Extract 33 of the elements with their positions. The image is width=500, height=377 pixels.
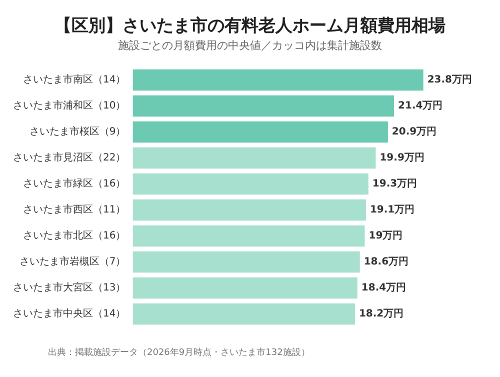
bar [132,121,388,143]
chart-title: 【区別】さいたま市の有料老人ホーム月額費用相場 [54,15,446,37]
y-tick-label: さいたま市南区（14） [22,74,126,86]
data-label: 19.3万円 [372,178,418,190]
chart-subtitle: 施設ごとの月額費用の中央値／カッコ内は集計施設数 [117,38,383,53]
data-label: 23.8万円 [427,74,472,86]
data-label: 19.1万円 [370,204,415,216]
data-label: 18.2万円 [358,308,404,320]
y-tick-label: さいたま市桜区（9） [29,126,126,138]
y-tick-label: さいたま市見沼区（22） [12,152,126,164]
bar [132,173,368,195]
data-label: 18.6万円 [364,256,409,268]
bar [132,147,376,169]
data-label: 18.4万円 [361,282,406,294]
bar [132,225,365,247]
bar [132,251,360,273]
y-tick-label: さいたま市中央区（14） [12,308,126,320]
data-label: 20.9万円 [392,126,437,138]
source-note: 出典：掲載施設データ（2026年9月時点・さいたま市132施設） [48,346,310,359]
y-tick-label: さいたま市浦和区（10） [12,100,126,112]
y-tick-label: さいたま市北区（16） [22,230,126,242]
bar [132,69,424,91]
data-label: 19万円 [368,230,403,242]
y-tick-label: さいたま市大宮区（13） [12,282,126,294]
bar [132,277,358,299]
bar [132,303,355,325]
y-tick-label: さいたま市岩槻区（7） [19,256,126,268]
y-tick-label: さいたま市西区（11） [22,204,126,216]
bar [132,199,366,221]
y-tick-label: さいたま市緑区（16） [22,178,126,190]
data-label: 19.9万円 [380,152,424,164]
bar [132,95,394,117]
data-label: 21.4万円 [398,100,443,112]
